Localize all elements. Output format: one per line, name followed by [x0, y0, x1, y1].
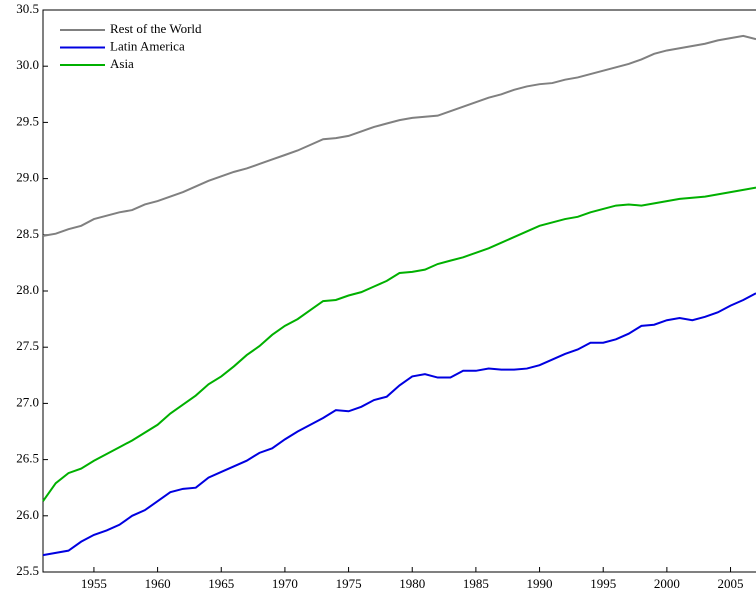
- plot-frame: [42, 9, 756, 573]
- x-tick-label: 1995: [590, 576, 616, 591]
- y-tick-label: 27.5: [16, 338, 39, 353]
- x-tick-label: 1965: [208, 576, 234, 591]
- x-tick-label: 2005: [718, 576, 744, 591]
- data-line: [42, 186, 756, 502]
- y-tick-label: 26.5: [16, 451, 39, 466]
- y-tick-label: 28.0: [16, 282, 39, 297]
- x-tick-label: 1970: [272, 576, 298, 591]
- x-tick-label: 1955: [81, 576, 107, 591]
- y-tick-label: 27.0: [16, 394, 39, 409]
- y-tick-label: 25.5: [16, 563, 39, 578]
- x-tick-label: 2000: [654, 576, 680, 591]
- y-tick-label: 30.0: [16, 57, 39, 72]
- y-tick-label: 29.0: [16, 170, 39, 185]
- y-tick-label: 26.0: [16, 507, 39, 522]
- y-tick-label: 29.5: [16, 113, 39, 128]
- x-tick-label: 1980: [399, 576, 425, 591]
- x-tick-label: 1975: [336, 576, 362, 591]
- x-tick-label: 1990: [527, 576, 553, 591]
- legend-label: Rest of the World: [110, 21, 202, 36]
- y-tick-label: 30.5: [16, 1, 39, 16]
- data-line: [42, 34, 756, 237]
- legend-label: Latin America: [110, 38, 185, 53]
- x-tick-label: 1985: [463, 576, 489, 591]
- y-tick-label: 28.5: [16, 226, 39, 241]
- data-line: [42, 292, 756, 557]
- legend-label: Asia: [110, 56, 134, 71]
- x-tick-label: 1960: [145, 576, 171, 591]
